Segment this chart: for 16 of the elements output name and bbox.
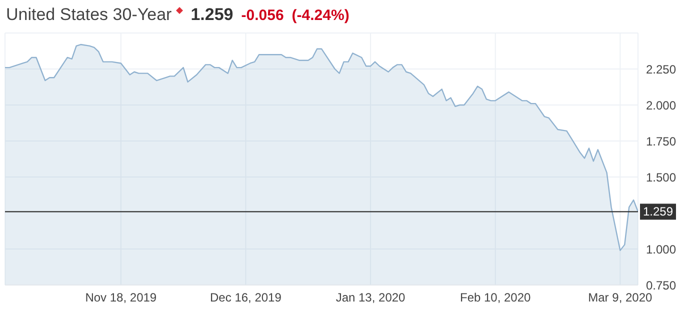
text: -0.056	[241, 7, 284, 24]
x-tick-label: Nov 18, 2019	[85, 290, 157, 305]
x-tick-label: Mar 9, 2020	[588, 290, 653, 305]
text: 1.259	[190, 5, 234, 25]
y-tick-label: 0.750	[646, 278, 676, 292]
chart-title: United States 30-Year	[6, 5, 172, 25]
y-tick-label: 1.500	[646, 170, 676, 184]
y-tick-label: 1.000	[646, 242, 676, 256]
ref-line-label: 1.259	[642, 204, 674, 219]
y-tick-label: 2.250	[646, 62, 676, 76]
text: (-4.24%)	[292, 7, 350, 24]
x-tick-label: Dec 16, 2019	[210, 290, 282, 305]
y-tick-label: 1.750	[646, 134, 676, 148]
y-tick-label: 2.000	[646, 98, 676, 112]
x-tick-label: Feb 10, 2020	[460, 290, 532, 305]
x-tick-label: Jan 13, 2020	[336, 290, 406, 305]
